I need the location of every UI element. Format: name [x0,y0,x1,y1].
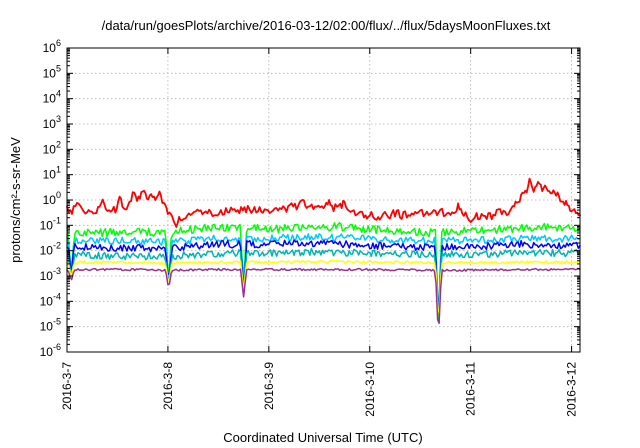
y-tick-label: 10-6 [40,342,61,359]
x-tick-label: 2016-3-12 [565,362,579,417]
x-axis-label: Coordinated Universal Time (UTC) [223,430,422,445]
grid [67,48,580,352]
x-tick-label: 2016-3-9 [262,362,276,410]
chart-title: /data/run/goesPlots/archive/2016-03-12/0… [102,18,551,33]
y-tick-exponent: 1 [56,165,61,175]
y-tick-base: 10 [43,66,57,80]
y-tick-label: 106 [43,38,61,55]
y-tick-exponent: 6 [56,38,61,48]
y-tick-exponent: -4 [53,291,61,301]
y-tick-exponent: 4 [56,89,61,99]
y-tick-base: 10 [40,269,54,283]
y-tick-label: 100 [43,190,61,207]
series-layer [66,177,581,325]
y-tick-exponent: -5 [53,317,61,327]
y-tick-label: 10-2 [40,241,61,258]
y-tick-base: 10 [40,294,54,308]
y-tick-exponent: 2 [56,139,61,149]
y-tick-base: 10 [40,244,54,258]
y-tick-label: 105 [43,63,61,80]
y-tick-exponent: -3 [53,266,61,276]
y-tick-label: 104 [43,89,61,106]
y-tick-exponent: 3 [56,114,61,124]
y-tick-base: 10 [43,92,57,106]
y-tick-base: 10 [43,117,57,131]
y-tick-exponent: -2 [53,241,61,251]
y-tick-label: 102 [43,139,61,156]
series-line [66,239,581,308]
y-tick-base: 10 [43,168,57,182]
x-axis: 2016-3-7 2016-3-8 2016-3-9 2016-3-10 2016-3-… [60,48,579,417]
x-tick-label: 2016-3-7 [60,362,74,410]
y-tick-label: 101 [43,165,61,182]
y-tick-exponent: -1 [53,215,61,225]
y-tick-label: 10-1 [40,215,61,232]
series-line [66,247,581,310]
y-tick-label: 10-3 [40,266,61,283]
y-tick-exponent: 0 [56,190,61,200]
y-axis: 10610510410310210110010-110-210-310-410-… [40,38,580,359]
y-tick-base: 10 [40,218,54,232]
y-tick-base: 10 [43,142,57,156]
y-tick-base: 10 [40,320,54,334]
y-tick-label: 10-5 [40,317,61,334]
series-line [66,222,581,320]
series-line [66,233,581,308]
x-tick-label: 2016-3-11 [464,362,478,416]
y-tick-base: 10 [43,193,57,207]
y-tick-label: 10-4 [40,291,61,308]
series-line [66,267,581,325]
y-tick-label: 103 [43,114,61,131]
series-line [66,177,581,228]
x-tick-label: 2016-3-8 [161,362,175,410]
series-line [66,260,581,314]
y-tick-base: 10 [40,345,54,359]
y-tick-base: 10 [43,41,57,55]
y-axis-label: protons/cm²-s-sr-MeV [8,137,23,263]
x-tick-label: 2016-3-10 [363,362,377,417]
y-tick-exponent: 5 [56,63,61,73]
y-tick-exponent: -6 [53,342,61,352]
